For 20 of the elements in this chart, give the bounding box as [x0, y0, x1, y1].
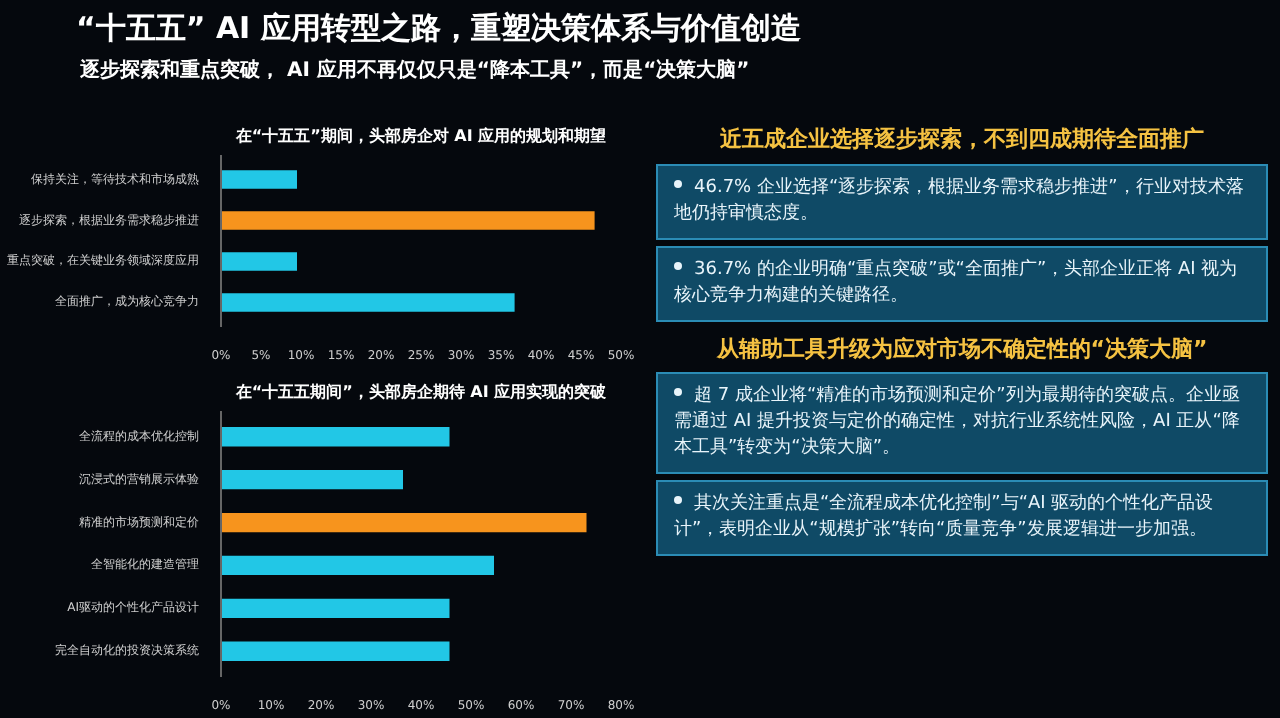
bar — [221, 211, 595, 230]
bar — [221, 555, 494, 576]
bar — [221, 598, 450, 619]
text: 近五成企业选择逐步探索，不到四成期待全面推广 — [718, 124, 1206, 156]
text: 从辅助工具升级为应对市场不确定性的“决策大脑” — [714, 333, 1210, 365]
text: 46.7% 企业选择“逐步探索，根据业务需求稳步推进”，行业对技术落地仍持审慎态度。 — [656, 163, 1268, 240]
bar — [221, 512, 587, 533]
bar — [221, 170, 297, 189]
chart-title: 在“十五五期间”，头部房企期待 AI 应用实现的突破 — [233, 381, 609, 401]
bar — [221, 252, 297, 271]
text: 超 7 成企业将“精准的市场预测和定价”列为最期待的突破点。企业亟需通过 AI 提升投资与定价的确定性，对抗行业系统性风险，AI 正从“降本工具”转变为“决策大脑”。 — [656, 372, 1268, 475]
bar — [221, 293, 515, 312]
text: “十五五” AI 应用转型之路，重塑决策体系与价值创造 — [74, 8, 801, 50]
bar — [221, 641, 450, 661]
text: 其次关注重点是“全流程成本优化控制”与“AI 驱动的个性化产品设计”，表明企业从“规模扩张”转向“质量竞争”发展逻辑进一步加强。 — [656, 480, 1268, 557]
text: 逐步探索和重点突破， AI 应用不再仅仅只是“降本工具”，而是“决策大脑” — [78, 56, 752, 87]
text: 36.7% 的企业明确“重点突破”或“全面推广”，头部企业正将 AI 视为核心竞争力构建的关键路径。 — [656, 245, 1268, 322]
bar — [221, 427, 450, 447]
chart-title: 在“十五五”期间，头部房企对 AI 应用的规划和期望 — [233, 125, 607, 145]
bar — [221, 469, 403, 490]
